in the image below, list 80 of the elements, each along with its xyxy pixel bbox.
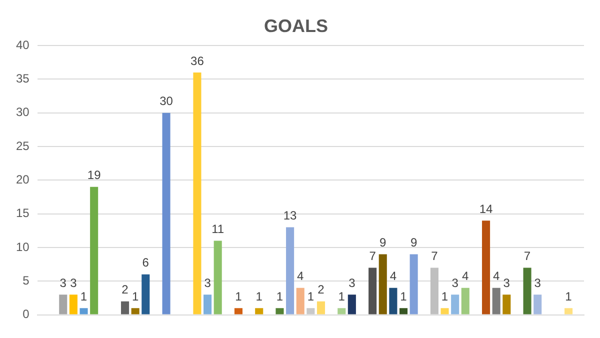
y-tick-label: 30 <box>16 105 30 120</box>
data-label: 4 <box>462 269 470 284</box>
data-label: 1 <box>235 289 242 304</box>
data-label: 19 <box>87 168 102 182</box>
data-label: 1 <box>256 289 263 304</box>
bar <box>502 294 511 314</box>
data-label: 4 <box>390 269 397 284</box>
bar <box>306 308 315 314</box>
bar <box>120 301 130 314</box>
y-tick-label: 35 <box>16 72 30 86</box>
bar <box>410 254 418 314</box>
data-label: 1 <box>338 289 346 304</box>
data-label: 1 <box>276 289 284 304</box>
bar <box>389 288 398 314</box>
data-label: 1 <box>307 289 314 304</box>
data-label: 3 <box>534 276 542 290</box>
data-label: 13 <box>283 208 298 223</box>
bar <box>296 288 304 314</box>
bar <box>255 308 264 314</box>
bar <box>461 288 470 314</box>
bar <box>131 308 140 314</box>
data-label: 36 <box>190 54 204 68</box>
y-tick-label: 15 <box>16 206 30 220</box>
bar <box>59 294 68 314</box>
bar <box>193 72 202 314</box>
bar <box>451 294 460 314</box>
bar <box>80 308 88 314</box>
bar <box>348 294 356 314</box>
bar <box>440 308 449 314</box>
data-label: 1 <box>400 289 408 304</box>
bar <box>534 294 542 314</box>
data-label: 14 <box>479 202 494 216</box>
bar <box>338 308 346 314</box>
data-label: 11 <box>212 222 224 236</box>
bar <box>142 274 150 314</box>
data-label: 4 <box>297 269 304 284</box>
data-label: 2 <box>122 282 129 297</box>
y-tick-label: 0 <box>22 307 30 322</box>
data-label: 1 <box>565 289 572 304</box>
bar <box>430 268 438 314</box>
data-label: 7 <box>369 249 376 264</box>
bar <box>90 186 98 314</box>
data-label: 1 <box>441 289 448 304</box>
bar <box>286 227 294 314</box>
data-label: 7 <box>431 249 438 264</box>
bar <box>399 308 408 314</box>
y-tick-label: 5 <box>22 273 30 288</box>
bar <box>368 268 377 314</box>
data-label: 3 <box>60 276 67 290</box>
y-tick-label: 25 <box>16 138 30 153</box>
data-label: 30 <box>160 94 174 108</box>
y-tick-label: 10 <box>16 240 30 254</box>
bar <box>523 268 532 314</box>
data-label: 9 <box>410 236 418 250</box>
data-label: 9 <box>380 236 387 250</box>
y-tick-label: 40 <box>16 38 30 52</box>
data-label: 3 <box>452 276 459 290</box>
bar <box>214 240 222 314</box>
bar <box>378 254 387 314</box>
data-label: 1 <box>80 289 88 304</box>
y-tick-label: 20 <box>16 172 30 187</box>
data-label: 2 <box>318 282 325 297</box>
data-label: 7 <box>524 249 531 264</box>
data-label: 1 <box>132 289 139 304</box>
chart-title: GOALS <box>264 16 328 36</box>
bar <box>564 308 573 314</box>
bar <box>234 308 242 314</box>
data-label: 3 <box>503 276 510 290</box>
bar <box>162 112 170 314</box>
bar <box>316 301 326 314</box>
bar <box>276 308 284 314</box>
data-label: 4 <box>492 269 500 284</box>
data-label: 3 <box>70 276 78 290</box>
data-label: 6 <box>142 256 150 270</box>
bar <box>482 220 490 314</box>
data-label: 3 <box>348 276 356 290</box>
bar <box>69 294 78 314</box>
bar <box>204 294 212 314</box>
bar <box>492 288 500 314</box>
data-label: 3 <box>204 276 212 290</box>
